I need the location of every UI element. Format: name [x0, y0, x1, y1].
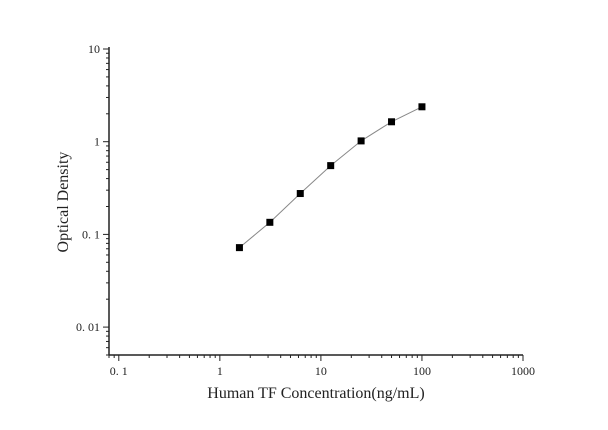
data-point	[296, 190, 304, 198]
data-point	[357, 137, 365, 145]
y-tick-label: 10	[88, 42, 100, 56]
x-tick-label: 10	[315, 364, 327, 378]
data-point	[418, 103, 426, 111]
y-tick-label: 0. 1	[82, 227, 100, 241]
x-tick-label: 1000	[511, 364, 535, 378]
ticks: 0. 1 1 10 100 1000 0. 01 0. 1 1 10	[76, 42, 535, 378]
series	[235, 103, 426, 252]
data-point	[388, 118, 396, 126]
x-tick-label: 0. 1	[110, 364, 128, 378]
axes	[108, 47, 523, 356]
x-axis-label: Human TF Concentration(ng/mL)	[207, 385, 424, 402]
series-line	[239, 106, 423, 249]
data-point	[235, 244, 243, 252]
y-axis-label: Optical Density	[55, 152, 72, 253]
x-tick-label: 1	[217, 364, 223, 378]
y-tick-label: 0. 01	[76, 320, 100, 334]
x-tick-label: 100	[413, 364, 431, 378]
data-point	[266, 218, 274, 226]
data-point	[327, 162, 335, 170]
y-tick-label: 1	[94, 135, 100, 149]
